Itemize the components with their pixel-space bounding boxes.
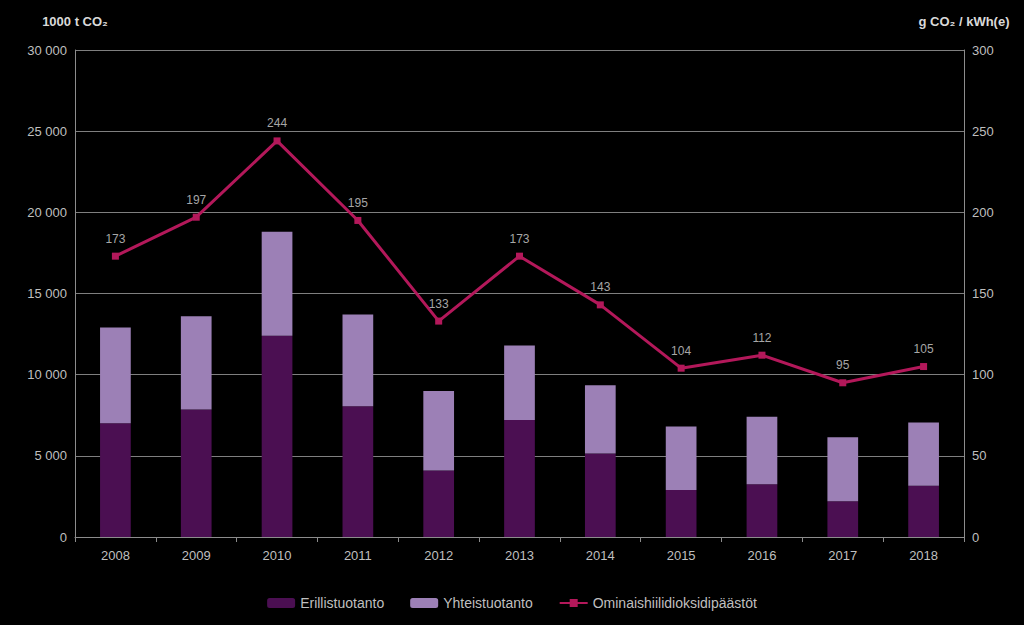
svg-text:15 000: 15 000 (27, 286, 67, 301)
svg-text:25 000: 25 000 (27, 124, 67, 139)
svg-text:197: 197 (186, 193, 206, 207)
svg-text:2008: 2008 (101, 548, 130, 563)
svg-text:2013: 2013 (505, 548, 534, 563)
svg-text:133: 133 (429, 297, 449, 311)
svg-text:20 000: 20 000 (27, 205, 67, 220)
svg-text:173: 173 (509, 232, 529, 246)
svg-text:104: 104 (671, 344, 691, 358)
svg-text:112: 112 (752, 331, 771, 345)
svg-text:143: 143 (590, 280, 610, 294)
svg-text:100: 100 (972, 367, 994, 382)
svg-text:173: 173 (105, 232, 125, 246)
svg-text:Erillistuotanto: Erillistuotanto (300, 595, 384, 611)
svg-text:2015: 2015 (667, 548, 696, 563)
svg-text:105: 105 (914, 342, 934, 356)
svg-text:195: 195 (348, 196, 368, 210)
svg-text:50: 50 (972, 448, 986, 463)
svg-text:Ominaishiilidioksidipäästöt: Ominaishiilidioksidipäästöt (593, 595, 757, 611)
svg-text:2012: 2012 (424, 548, 453, 563)
svg-text:300: 300 (972, 43, 994, 58)
svg-text:2016: 2016 (747, 548, 776, 563)
svg-text:2010: 2010 (263, 548, 292, 563)
svg-text:250: 250 (972, 124, 994, 139)
svg-text:2017: 2017 (828, 548, 857, 563)
svg-text:5 000: 5 000 (34, 448, 67, 463)
svg-text:Yhteistuotanto: Yhteistuotanto (443, 595, 533, 611)
svg-text:10 000: 10 000 (27, 367, 67, 382)
svg-text:2014: 2014 (586, 548, 615, 563)
svg-text:g CO₂ / kWh(e): g CO₂ / kWh(e) (919, 14, 1010, 29)
svg-text:95: 95 (836, 358, 850, 372)
svg-text:200: 200 (972, 205, 994, 220)
svg-text:0: 0 (972, 530, 979, 545)
svg-text:2009: 2009 (182, 548, 211, 563)
svg-text:150: 150 (972, 286, 994, 301)
svg-text:0: 0 (60, 530, 67, 545)
svg-text:30 000: 30 000 (27, 43, 67, 58)
svg-text:2011: 2011 (344, 548, 372, 563)
svg-text:1000 t CO₂: 1000 t CO₂ (42, 14, 108, 29)
svg-text:244: 244 (267, 116, 287, 130)
svg-text:2018: 2018 (909, 548, 938, 563)
